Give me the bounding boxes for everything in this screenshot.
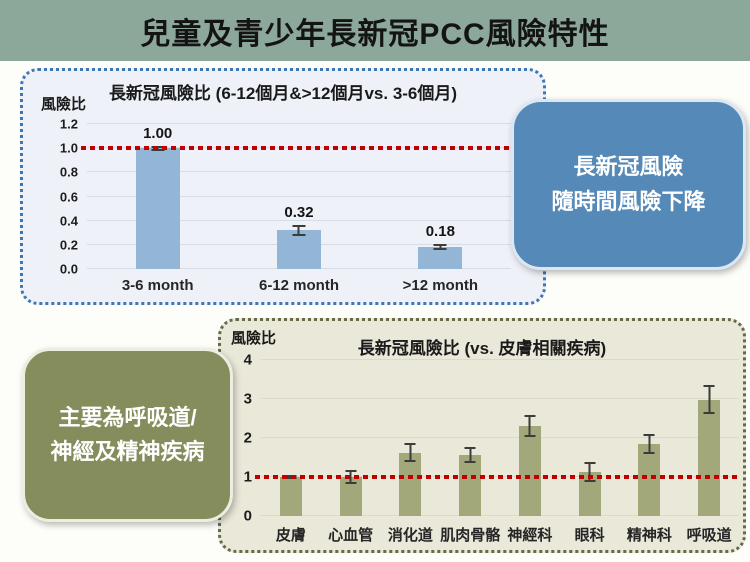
reference-line: [81, 146, 513, 151]
error-whisker: [708, 387, 711, 413]
x-category-label: 神經科: [507, 527, 553, 544]
bar-slot: 皮膚: [261, 360, 321, 544]
x-category-label: 呼吸道: [686, 527, 732, 544]
x-category-label: 眼科: [574, 527, 605, 544]
bar-皮膚: [279, 477, 302, 516]
slide-title: 兒童及青少年長新冠PCC風險特性: [140, 17, 610, 51]
gridline: [87, 195, 511, 197]
y-tick-label: 0.8: [59, 164, 78, 180]
bar-value-label: 1.00: [143, 124, 173, 142]
gridline: [261, 359, 739, 360]
x-category-label: 6-12 month: [258, 277, 339, 294]
x-category-label: 皮膚: [275, 527, 306, 544]
bottom-chart-y-axis-label: 風險比: [231, 330, 277, 347]
x-category-label: 肌肉骨骼: [440, 527, 501, 544]
y-tick-label: 0.6: [59, 189, 78, 204]
x-category-label: 3-6 month: [121, 277, 194, 294]
error-bar: [584, 462, 596, 483]
x-category-label: 心血管: [328, 527, 374, 544]
error-bar: [703, 385, 715, 415]
y-tick-label: 2: [243, 429, 252, 447]
bar-slot: 神經科: [500, 360, 560, 544]
bar-slot: 消化道: [381, 360, 441, 544]
gridline: [261, 515, 739, 516]
top-chart-title: 長新冠風險比 (6-12個月&>12個月vs. 3-6個月): [108, 84, 458, 103]
bottom-chart-plot: 0 1 2 3 4 皮膚 心血管 消化道 肌肉骨骼 神經科 眼科 精神科 呼吸道: [244, 352, 741, 544]
top-chart-panel: 風險比 長新冠風險比 (6-12個月&>12個月vs. 3-6個月) 0.0 0.…: [20, 68, 546, 305]
bar-神經科: [518, 426, 541, 516]
y-tick-label: 4: [243, 351, 252, 369]
bar-slot: 0.32 6-12 month: [228, 124, 369, 294]
x-category-label: 精神科: [626, 527, 672, 544]
bar-眼科: [578, 472, 601, 516]
gridline: [87, 171, 511, 173]
bar-slot: 1.00 3-6 month: [87, 124, 228, 294]
error-whisker: [469, 448, 472, 461]
callout-main-systems-line2: 神經及精神疾病: [50, 439, 205, 464]
header-bar: 兒童及青少年長新冠PCC風險特性: [0, 0, 750, 61]
top-chart-y-axis-label: 風險比: [41, 96, 87, 113]
bar-slot: 心血管: [321, 360, 381, 544]
callout-time-trend-line1: 長新冠風險: [573, 154, 684, 180]
y-tick-label: 3: [243, 390, 252, 408]
bottom-chart-panel: 風險比 長新冠風險比 (vs. 皮膚相關疾病) 0 1 2 3 4 皮膚 心血管 消化道 肌肉骨…: [218, 318, 746, 553]
y-tick-label: 1: [243, 468, 252, 486]
error-whisker: [648, 436, 651, 452]
bar-slot: 精神科: [620, 360, 680, 544]
bar-精神科: [638, 443, 661, 516]
reference-line: [255, 475, 741, 479]
bar-6-12 month: [276, 230, 321, 269]
y-tick-label: 0: [243, 507, 252, 525]
error-bar: [464, 446, 476, 463]
callout-time-trend: 長新冠風險 隨時間風險下降: [511, 99, 746, 270]
bar-value-label: 0.32: [284, 203, 314, 221]
bar-slot: 肌肉骨骼: [440, 360, 500, 544]
y-tick-label: 0.2: [59, 237, 78, 253]
y-tick-label: 0.4: [59, 213, 78, 229]
gridline: [261, 437, 739, 438]
error-whisker: [439, 246, 442, 249]
callout-main-systems: 主要為呼吸道/ 神經及精神疾病: [22, 348, 233, 522]
bar-value-label: 0.18: [425, 223, 455, 241]
gridline: [87, 219, 511, 221]
error-bar: [292, 224, 306, 236]
x-category-label: 消化道: [387, 527, 433, 544]
y-tick-label: 1.2: [59, 116, 78, 132]
bar-呼吸道: [698, 399, 721, 516]
bar-slot: 呼吸道: [679, 360, 739, 544]
error-whisker: [588, 464, 591, 481]
error-whisker: [528, 417, 531, 436]
bottom-chart-title: 長新冠風險比 (vs. 皮膚相關疾病): [357, 339, 607, 358]
bar->12 month: [418, 247, 463, 269]
gridline: [87, 123, 511, 124]
top-chart-plot: 0.0 0.2 0.4 0.6 0.8 1.0 1.2 1.00 3-6 month 0.32 6-…: [60, 117, 513, 294]
x-category-label: >12 month: [402, 277, 479, 294]
bar-slot: 0.18 >12 month: [370, 124, 511, 294]
error-whisker: [409, 445, 412, 461]
bar-消化道: [399, 452, 422, 516]
error-bar: [524, 415, 536, 438]
y-tick-label: 0.0: [59, 261, 78, 277]
y-tick-label: 1.0: [59, 140, 78, 156]
callout-main-systems-line1: 主要為呼吸道/: [58, 404, 197, 430]
gridline: [261, 398, 739, 399]
bar-肌肉骨骼: [459, 454, 482, 516]
bar-心血管: [339, 477, 362, 516]
error-bar: [404, 443, 416, 463]
bar-slot: 眼科: [560, 360, 620, 544]
error-bar: [433, 244, 447, 251]
error-bar: [643, 434, 655, 454]
error-whisker: [297, 226, 300, 234]
bar-3-6 month: [135, 148, 180, 269]
callout-time-trend-line2: 隨時間風險下降: [551, 188, 706, 214]
